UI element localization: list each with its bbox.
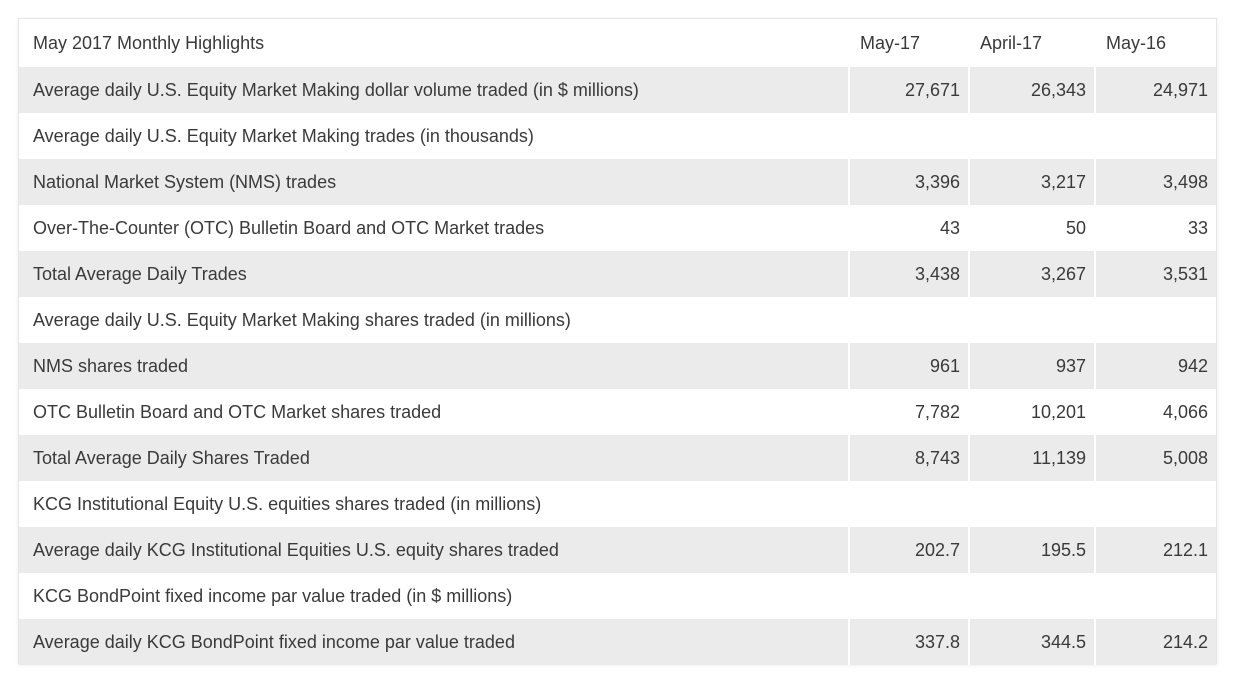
row-value-may-17: 202.7	[848, 527, 968, 573]
table-title: May 2017 Monthly Highlights	[33, 32, 265, 53]
row-value-april-17: 195.5	[968, 527, 1094, 573]
table-row: OTC Bulletin Board and OTC Market shares…	[19, 389, 1216, 435]
row-value-may-17: 961	[848, 343, 968, 389]
table-row: Total Average Daily Trades 3,438 3,267 3…	[19, 251, 1216, 297]
table-row: KCG Institutional Equity U.S. equities s…	[19, 481, 1216, 527]
row-value-may-17	[848, 481, 968, 527]
column-header-april-17: April-17	[980, 32, 1043, 53]
row-value-april-17: 26,343	[968, 67, 1094, 113]
table-row: Average daily U.S. Equity Market Making …	[19, 67, 1216, 113]
row-value-april-17: 937	[968, 343, 1094, 389]
row-label: Average daily KCG BondPoint fixed income…	[19, 619, 848, 665]
row-label: Average daily KCG Institutional Equities…	[19, 527, 848, 573]
row-value-may-16: 214.2	[1094, 619, 1216, 665]
row-value-may-17	[848, 573, 968, 619]
row-value-may-16: 942	[1094, 343, 1216, 389]
table-row: KCG BondPoint fixed income par value tra…	[19, 573, 1216, 619]
table-row: Over-The-Counter (OTC) Bulletin Board an…	[19, 205, 1216, 251]
row-label: Average daily U.S. Equity Market Making …	[19, 67, 848, 113]
row-value-may-16	[1094, 481, 1216, 527]
row-value-may-17: 3,438	[848, 251, 968, 297]
row-value-may-17: 43	[939, 217, 960, 238]
row-label: Average daily U.S. Equity Market Making …	[33, 309, 571, 330]
highlights-card: May 2017 Monthly Highlights May-17 April…	[18, 18, 1217, 665]
row-value-may-17: 337.8	[848, 619, 968, 665]
row-label: Average daily U.S. Equity Market Making …	[33, 125, 534, 146]
row-value-may-16: 24,971	[1094, 67, 1216, 113]
row-label: Over-The-Counter (OTC) Bulletin Board an…	[33, 217, 545, 238]
table-row: Average daily U.S. Equity Market Making …	[19, 113, 1216, 159]
row-label: Total Average Daily Trades	[19, 251, 848, 297]
row-value-april-17	[968, 113, 1094, 159]
row-value-may-16	[1094, 113, 1216, 159]
row-value-april-17: 11,139	[968, 435, 1094, 481]
row-value-may-17	[848, 297, 968, 343]
table-row: NMS shares traded 961 937 942	[19, 343, 1216, 389]
row-value-april-17: 3,267	[968, 251, 1094, 297]
row-value-may-17: 7,782	[914, 401, 960, 422]
row-value-may-17: 8,743	[848, 435, 968, 481]
row-value-april-17: 3,217	[968, 159, 1094, 205]
highlights-table: May 2017 Monthly Highlights May-17 April…	[19, 19, 1216, 665]
row-label: KCG BondPoint fixed income par value tra…	[33, 585, 513, 606]
row-label: National Market System (NMS) trades	[19, 159, 848, 205]
table-row: Average daily KCG Institutional Equities…	[19, 527, 1216, 573]
row-value-may-16	[1094, 573, 1216, 619]
column-header-may-17: May-17	[860, 32, 921, 53]
table-row: Average daily U.S. Equity Market Making …	[19, 297, 1216, 343]
row-value-april-17: 10,201	[1030, 401, 1086, 422]
row-label: KCG Institutional Equity U.S. equities s…	[33, 493, 542, 514]
row-value-may-16: 5,008	[1094, 435, 1216, 481]
row-value-may-17: 27,671	[848, 67, 968, 113]
row-value-may-16: 33	[1187, 217, 1208, 238]
row-value-april-17: 344.5	[968, 619, 1094, 665]
row-value-april-17	[968, 573, 1094, 619]
row-value-may-16: 212.1	[1094, 527, 1216, 573]
row-value-april-17: 50	[1065, 217, 1086, 238]
column-header-may-16: May-16	[1106, 32, 1167, 53]
row-value-may-16: 3,498	[1094, 159, 1216, 205]
row-value-april-17	[968, 481, 1094, 527]
row-value-may-16	[1094, 297, 1216, 343]
row-label: NMS shares traded	[19, 343, 848, 389]
table-row: National Market System (NMS) trades 3,39…	[19, 159, 1216, 205]
row-value-april-17	[968, 297, 1094, 343]
row-label: OTC Bulletin Board and OTC Market shares…	[33, 401, 442, 422]
header-row: May 2017 Monthly Highlights May-17 April…	[19, 19, 1216, 67]
table-row: Average daily KCG BondPoint fixed income…	[19, 619, 1216, 665]
row-value-may-16: 3,531	[1094, 251, 1216, 297]
table-row: Total Average Daily Shares Traded 8,743 …	[19, 435, 1216, 481]
row-value-may-17: 3,396	[848, 159, 968, 205]
row-label: Total Average Daily Shares Traded	[19, 435, 848, 481]
row-value-may-16: 4,066	[1162, 401, 1208, 422]
row-value-may-17	[848, 113, 968, 159]
